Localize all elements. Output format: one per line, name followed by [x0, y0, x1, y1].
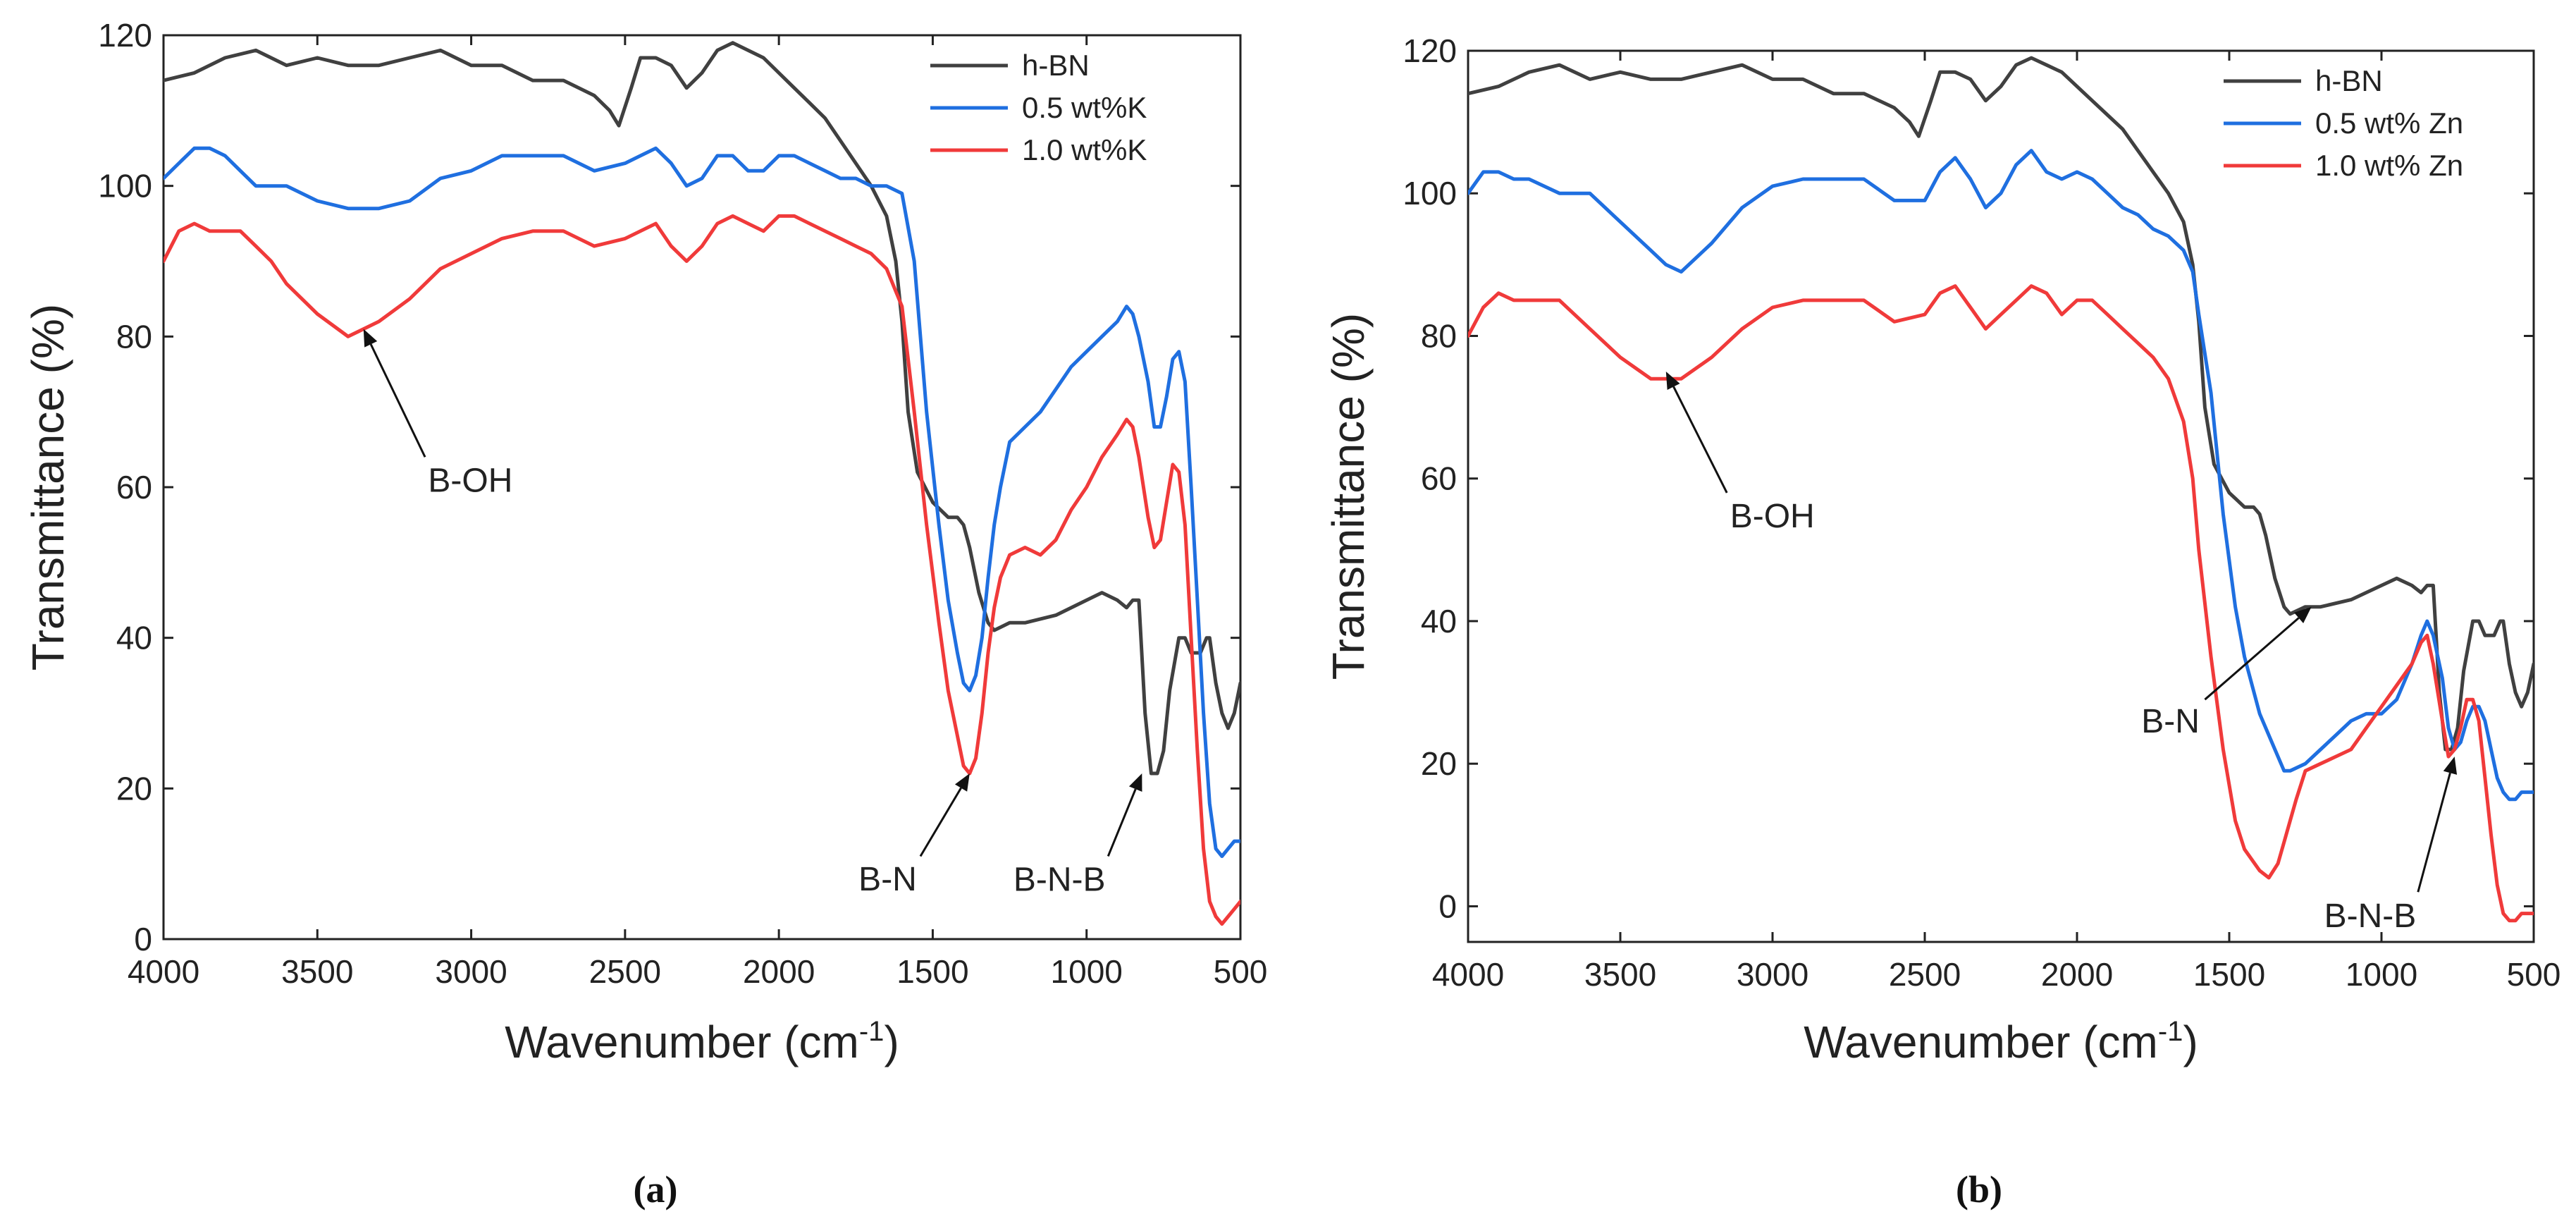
- series-line-0-5-wt-k: [164, 146, 1240, 858]
- x-axis-title-main: Wavenumber (cm: [505, 1017, 859, 1067]
- annotation-label: B-OH: [428, 462, 512, 499]
- x-tick-label: 2500: [1889, 956, 1961, 993]
- x-tick-label: 3500: [281, 953, 353, 990]
- annotation-arrow-line: [919, 787, 962, 857]
- y-tick-label: 20: [116, 770, 152, 807]
- annotation-arrow-line: [1672, 386, 1728, 494]
- x-tick-label: 500: [1214, 953, 1268, 990]
- x-tick-label: 4000: [1432, 956, 1504, 993]
- x-tick-label: 3500: [1584, 956, 1656, 993]
- legend-label: 1.0 wt% Zn: [2315, 149, 2463, 182]
- series-group: [1468, 56, 2534, 923]
- x-axis-title-main: Wavenumber (cm: [1804, 1017, 2158, 1067]
- y-tick-label: 0: [134, 921, 152, 957]
- legend-label: 0.5 wt% Zn: [2315, 106, 2463, 140]
- x-tick-label: 500: [2507, 956, 2561, 993]
- x-tick-label: 3000: [1737, 956, 1808, 993]
- annotation-arrow-head: [1128, 773, 1142, 792]
- x-axis-title-superscript: -1: [2158, 1016, 2183, 1047]
- x-tick-label: 2500: [589, 953, 661, 990]
- y-tick-label: 60: [116, 469, 152, 506]
- y-tick-label: 100: [1403, 175, 1457, 212]
- x-axis-title: Wavenumber (cm-1): [1804, 1016, 2198, 1067]
- annotation-label: B-N: [858, 861, 917, 898]
- x-axis-title-superscript: -1: [859, 1016, 885, 1047]
- series-group: [164, 41, 1240, 926]
- x-tick-label: 2000: [2041, 956, 2113, 993]
- y-tick-label: 120: [98, 17, 152, 54]
- legend-label: 0.5 wt%K: [1022, 91, 1147, 124]
- annotation-label: B-N-B: [1013, 862, 1106, 899]
- x-tick-label: 3000: [435, 953, 507, 990]
- annotation-label: B-N-B: [2324, 898, 2417, 935]
- series-line-1-0-wt-zn: [1468, 284, 2534, 923]
- legend-label: h-BN: [2315, 64, 2383, 97]
- annotation-arrow-line: [1107, 788, 1137, 857]
- x-tick-label: 1500: [2193, 956, 2265, 993]
- annotation-arrow-line: [2204, 617, 2300, 701]
- y-axis-title: Transmittance (%): [23, 304, 73, 670]
- annotation-arrow-line: [2417, 772, 2451, 893]
- y-tick-label: 40: [1421, 603, 1457, 639]
- y-tick-label: 40: [116, 620, 152, 656]
- y-tick-label: 120: [1403, 32, 1457, 69]
- plot-frame: [1467, 49, 2535, 943]
- x-tick-label: 1500: [896, 953, 968, 990]
- annotation-arrow-line: [369, 343, 426, 458]
- annotation-label: B-N: [2141, 703, 2200, 740]
- x-axis-title-close: ): [2183, 1017, 2198, 1067]
- annotation-arrow-head: [363, 329, 378, 348]
- annotation-arrow-head: [954, 773, 970, 792]
- y-tick-label: 80: [1421, 317, 1457, 354]
- y-tick-label: 60: [1421, 460, 1457, 497]
- annotation-label: B-OH: [1730, 498, 1815, 535]
- legend-label: 1.0 wt%K: [1022, 133, 1147, 166]
- series-line-1-0-wt-k: [164, 214, 1240, 926]
- y-tick-label: 20: [1421, 745, 1457, 782]
- panel-a-chart: 4000 3500 3000 2500 2000 1500 1000 500 0 20 40 60 80…: [23, 17, 1267, 1211]
- y-axis-title: Transmittance (%): [1323, 313, 1374, 680]
- panel-label: (b): [1956, 1168, 2002, 1211]
- y-tick-label: 100: [98, 168, 152, 204]
- x-tick-label: 1000: [2346, 956, 2417, 993]
- x-tick-label: 4000: [128, 953, 199, 990]
- legend-label: h-BN: [1022, 49, 1090, 82]
- annotation-arrow-head: [1665, 372, 1680, 390]
- y-tick-label: 80: [116, 318, 152, 355]
- annotation-arrow-head: [2293, 606, 2312, 624]
- x-axis-title: Wavenumber (cm-1): [505, 1016, 899, 1067]
- panel-label: (a): [634, 1168, 678, 1211]
- y-tick-label: 0: [1438, 888, 1457, 924]
- series-line-0-5-wt-zn: [1468, 149, 2534, 802]
- x-tick-label: 1000: [1051, 953, 1123, 990]
- panel-b-chart: 4000 3500 3000 2500 2000 1500 1000 500 0 20 40 60 80…: [1323, 32, 2560, 1211]
- x-axis-title-close: ): [884, 1017, 899, 1067]
- annotation-arrow-head: [2443, 757, 2458, 775]
- x-tick-label: 2000: [743, 953, 815, 990]
